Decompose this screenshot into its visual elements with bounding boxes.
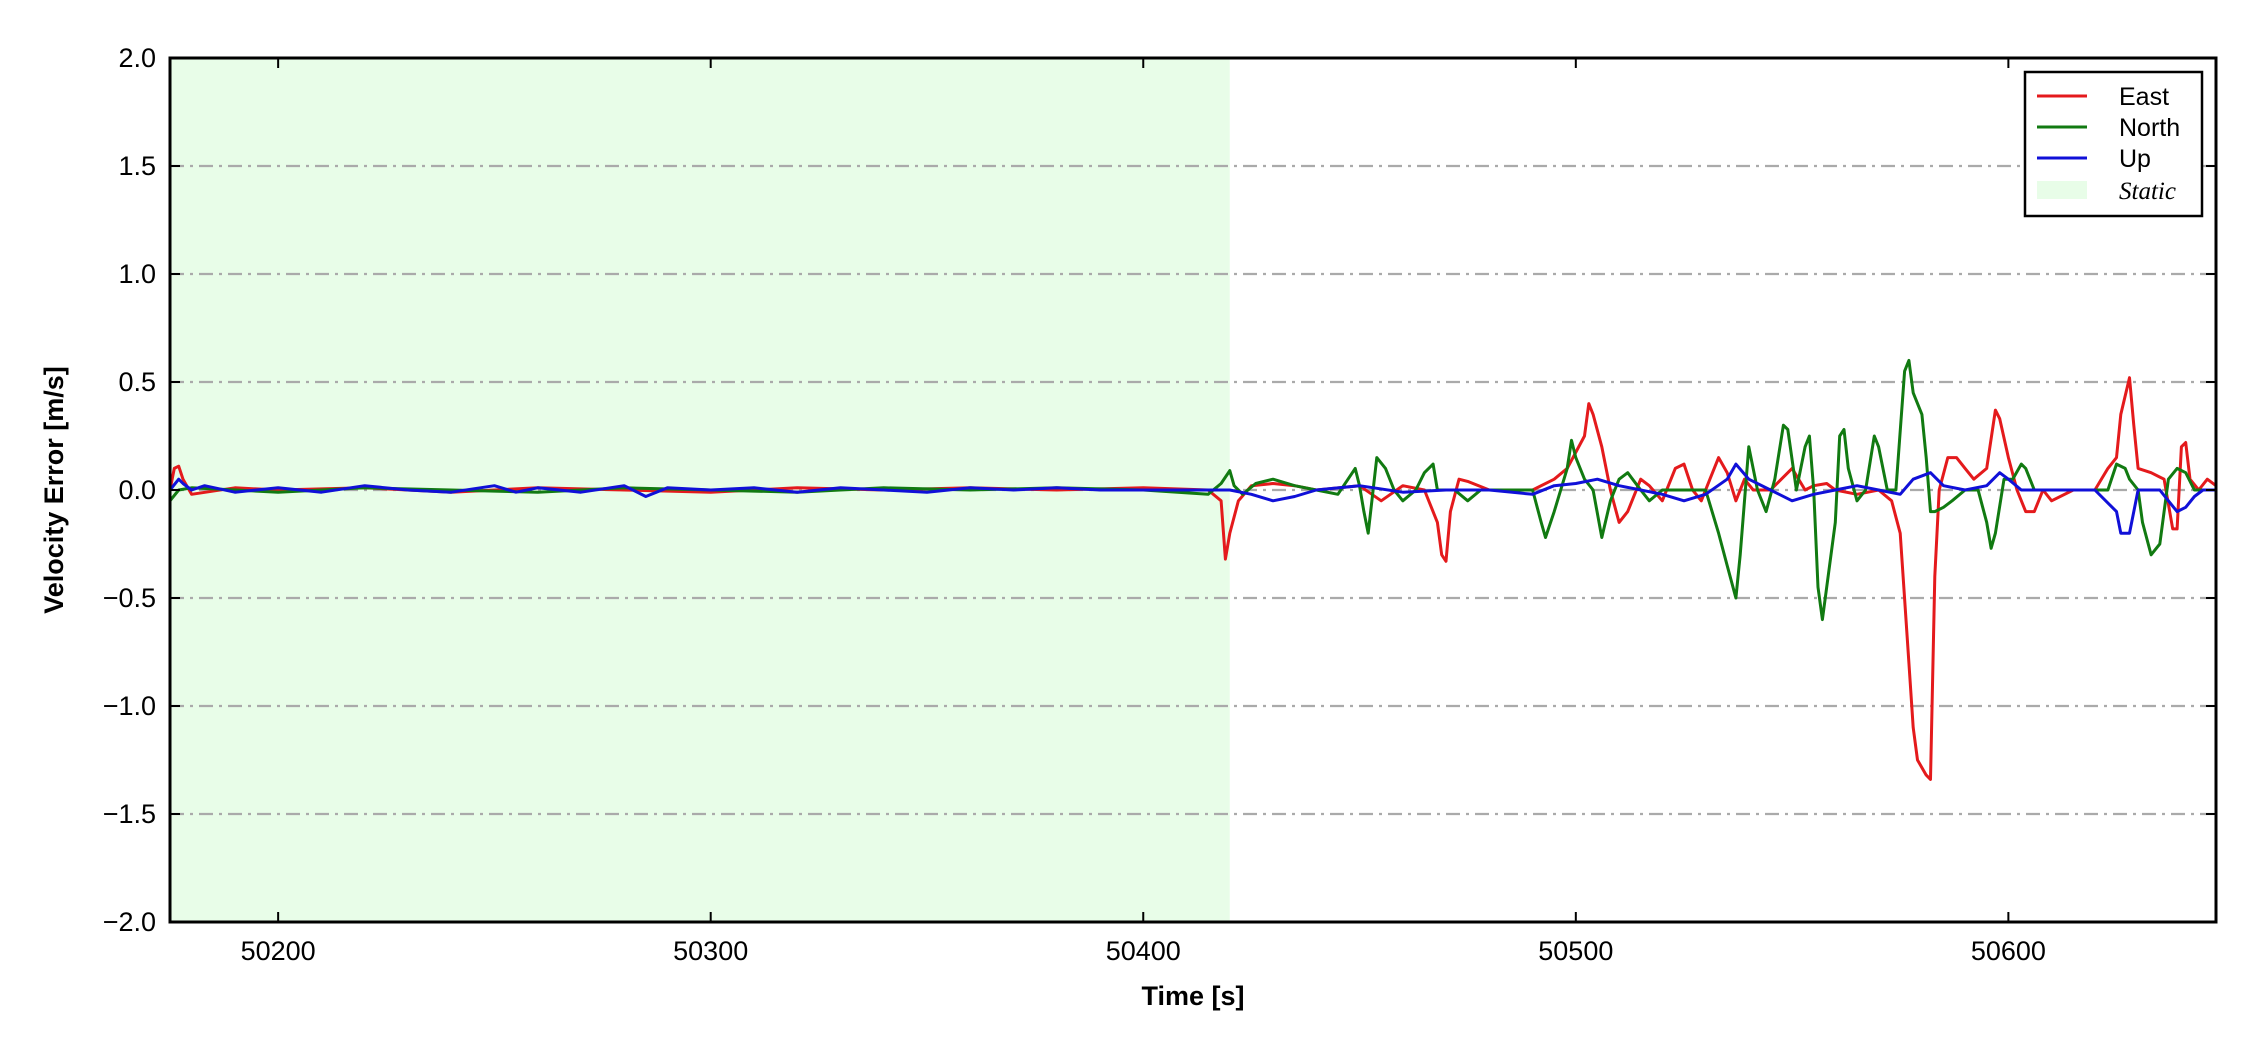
x-tick-label: 50500 [1538,936,1613,966]
legend-label-north: North [2119,114,2180,142]
series-line-north [168,358,2216,622]
x-tick-label: 50300 [673,936,748,966]
y-tick-label: −1.0 [103,691,156,721]
y-tick-label: 0.5 [118,367,156,397]
series-line-up [168,462,2216,535]
y-tick-label: −1.5 [103,799,156,829]
legend: East North Up Static [2023,70,2204,218]
y-tick-label: 2.0 [118,43,156,73]
y-axis-title: Velocity Error [m/s] [39,366,69,614]
legend-label-up: Up [2119,145,2151,173]
legend-label-static: Static [2119,178,2176,205]
y-tick-label: −2.0 [103,907,156,937]
x-tick-label: 50200 [241,936,316,966]
legend-label-east: East [2119,83,2169,111]
x-tick-label: 50400 [1106,936,1181,966]
y-tick-label: 0.0 [118,475,156,505]
x-tick-label: 50600 [1971,936,2046,966]
legend-swatch-static [2037,181,2087,199]
y-tick-label: 1.0 [118,259,156,289]
x-axis-title: Time [s] [1141,981,1244,1011]
y-tick-label: −0.5 [103,583,156,613]
y-tick-label: 1.5 [118,151,156,181]
